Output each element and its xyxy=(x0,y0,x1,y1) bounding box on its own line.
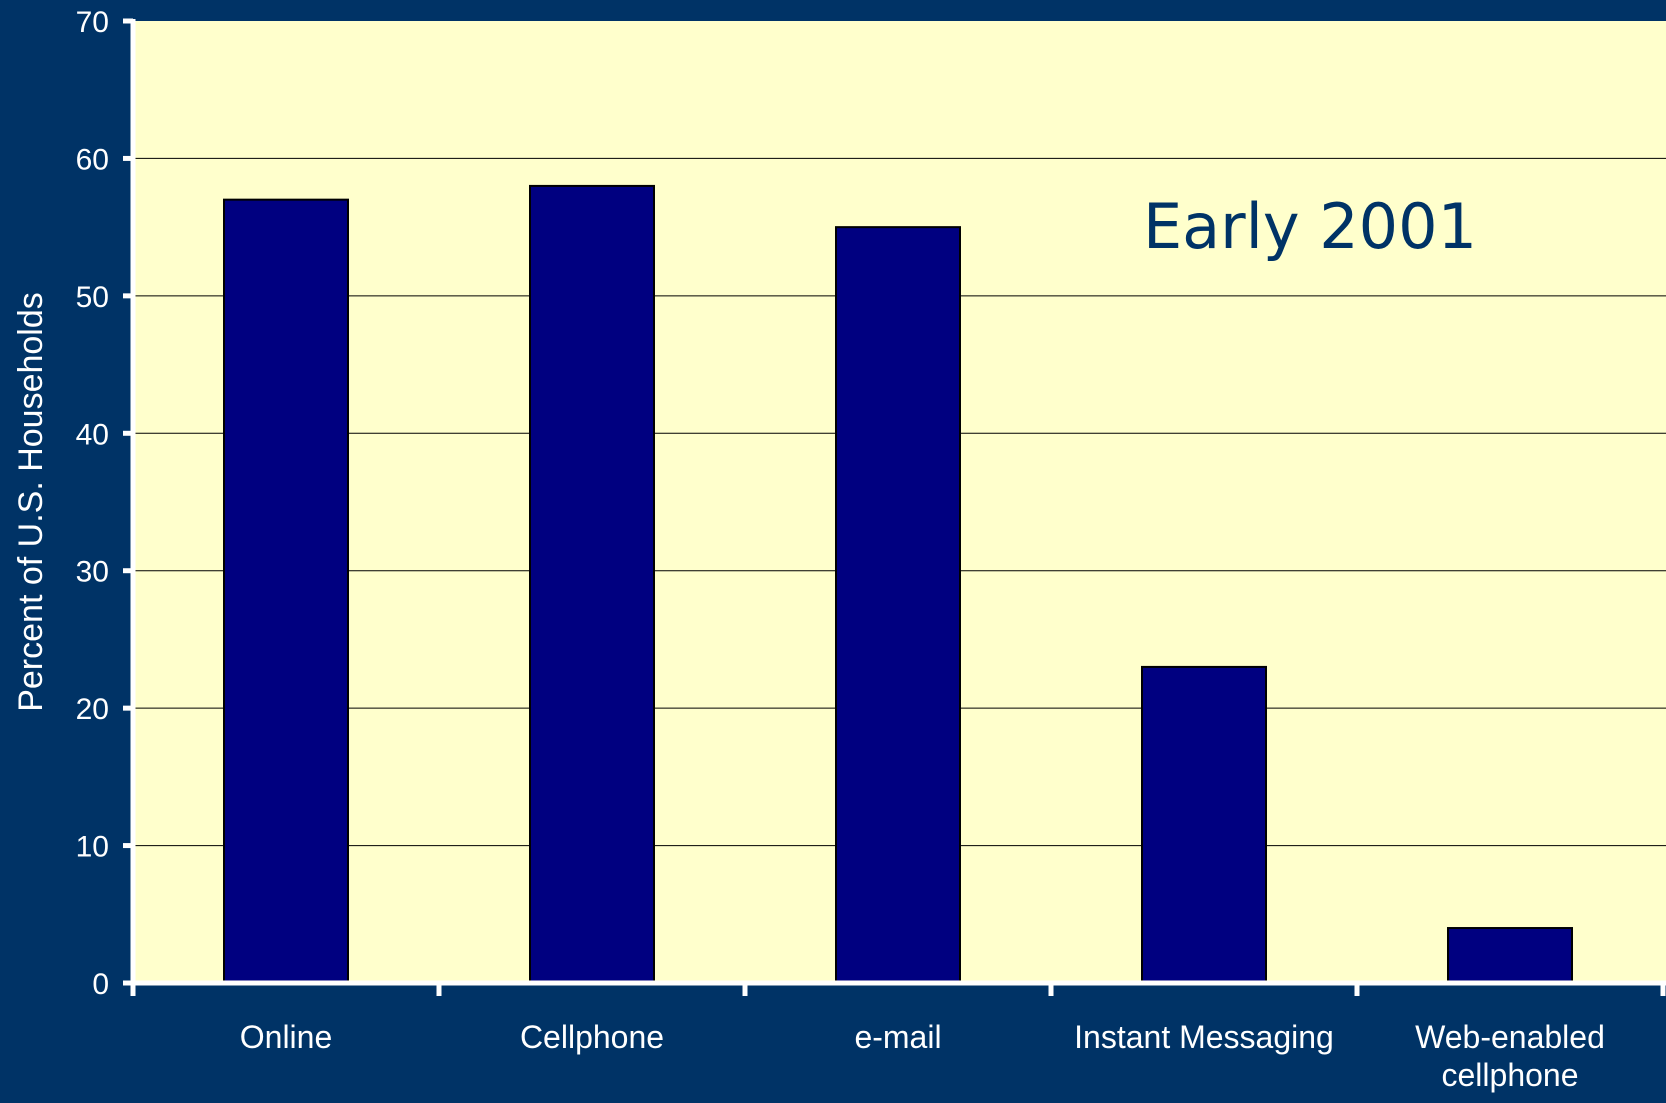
x-tick-label: Web-enabled cellphone xyxy=(1415,1019,1605,1093)
chart-annotation: Early 2001 xyxy=(1143,190,1477,263)
x-tick-label: Cellphone xyxy=(520,1019,664,1055)
bar-web-enabled-cellphone xyxy=(1447,927,1573,984)
axes xyxy=(123,18,1666,996)
bar-online xyxy=(223,198,349,984)
x-tick-label: e-mail xyxy=(854,1019,941,1055)
y-tick-label: 40 xyxy=(76,418,109,451)
y-tick-label: 20 xyxy=(76,693,109,726)
y-tick-label: 70 xyxy=(76,6,109,39)
y-tick-label: 10 xyxy=(76,831,109,864)
y-tick-label: 60 xyxy=(76,143,109,176)
y-tick-label: 30 xyxy=(76,556,109,589)
bar-cellphone xyxy=(529,184,655,984)
x-tick-label: Online xyxy=(240,1019,333,1055)
axis-labels: 0 10 20 30 40 50 60 70 Online Cellphone e-mail Inst… xyxy=(76,6,1605,1093)
y-axis-title: Percent of U.S. Households xyxy=(12,292,50,712)
y-tick-label: 50 xyxy=(76,281,109,314)
bar-e-mail xyxy=(835,226,961,984)
bars xyxy=(223,184,1573,985)
bar-instant-messaging xyxy=(1141,665,1267,985)
y-tick-label: 0 xyxy=(92,968,109,1001)
x-tick-label: Instant Messaging xyxy=(1074,1019,1334,1055)
